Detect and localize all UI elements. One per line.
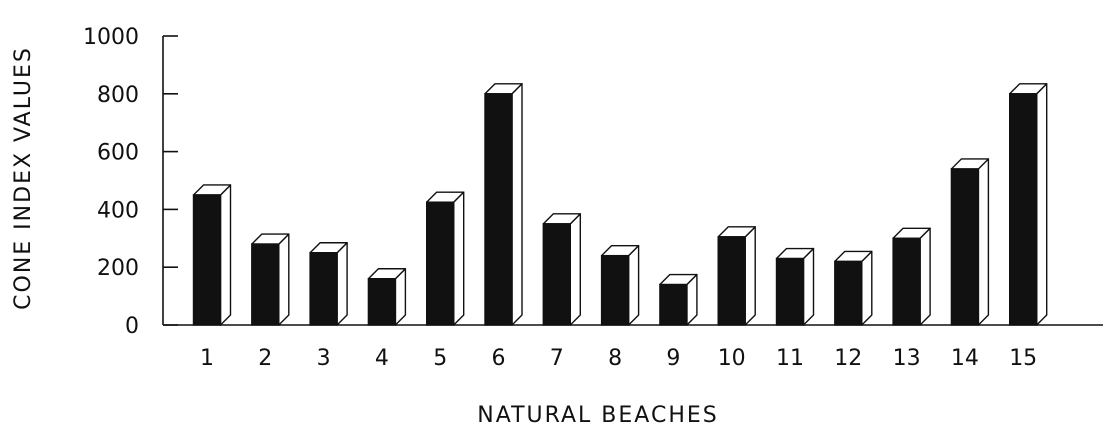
bar-front [251, 243, 280, 326]
bar-side [219, 184, 232, 326]
bar [1009, 83, 1048, 326]
bar-side [336, 242, 348, 326]
bar-front [659, 283, 688, 326]
y-axis-title: CONE INDEX VALUES [11, 46, 36, 310]
bar-side [278, 233, 290, 326]
bar-front [309, 252, 338, 326]
y-tick-label: 1000 [83, 25, 139, 50]
x-tick-label: 12 [834, 346, 862, 371]
x-tick-label: 10 [718, 346, 746, 371]
bar [717, 226, 756, 326]
x-axis-title: NATURAL BEACHES [477, 403, 718, 428]
x-tick-label: 13 [893, 346, 921, 371]
bar [892, 227, 931, 326]
bar-side [569, 213, 581, 326]
bar-front [192, 194, 222, 326]
bar [950, 158, 990, 326]
bar [775, 247, 815, 326]
bar [309, 242, 348, 326]
bar-front [600, 254, 630, 326]
bar-side [744, 226, 756, 326]
x-tick-label: 3 [317, 346, 331, 371]
bar-side [802, 247, 815, 326]
bar [600, 244, 640, 326]
x-tick-label: 4 [375, 346, 389, 371]
x-tick-label: 5 [433, 346, 447, 371]
bar [484, 83, 523, 326]
bar-front [717, 236, 746, 326]
bar-side [453, 191, 465, 326]
x-tick-label: 15 [1009, 346, 1037, 371]
y-tick-label: 200 [97, 256, 139, 281]
y-tick-label: 400 [97, 198, 139, 223]
x-tick-label: 11 [776, 346, 804, 371]
bar-side [511, 83, 523, 326]
x-tick-label: 7 [550, 346, 564, 371]
x-tick-label: 14 [951, 346, 979, 371]
x-tick-label: 1 [200, 346, 214, 371]
bar-front [367, 278, 397, 326]
bars [192, 83, 1048, 326]
bar [834, 250, 873, 326]
bar-front [950, 168, 980, 326]
bar-front [426, 201, 455, 326]
bar-front [1009, 93, 1038, 326]
x-tick-label: 8 [608, 346, 622, 371]
bar-front [775, 257, 805, 326]
bar-side [919, 227, 931, 326]
x-tick-label: 6 [492, 346, 506, 371]
bar [192, 184, 232, 326]
bar-front [834, 260, 863, 326]
bar-front [542, 223, 571, 326]
bar-side [861, 250, 873, 326]
y-tick-label: 600 [97, 141, 139, 166]
bar [426, 191, 465, 326]
bar [542, 213, 581, 326]
bar-side [1035, 83, 1048, 326]
bar-front [484, 93, 513, 326]
x-tick-label: 9 [666, 346, 680, 371]
y-tick-label: 0 [125, 314, 139, 339]
bar-side [627, 244, 640, 326]
bar [367, 268, 407, 326]
bar [251, 233, 290, 326]
bar-side [977, 158, 990, 326]
y-tick-label: 800 [97, 83, 139, 108]
bar-front [892, 237, 921, 326]
x-tick-label: 2 [258, 346, 272, 371]
bar [659, 273, 698, 326]
